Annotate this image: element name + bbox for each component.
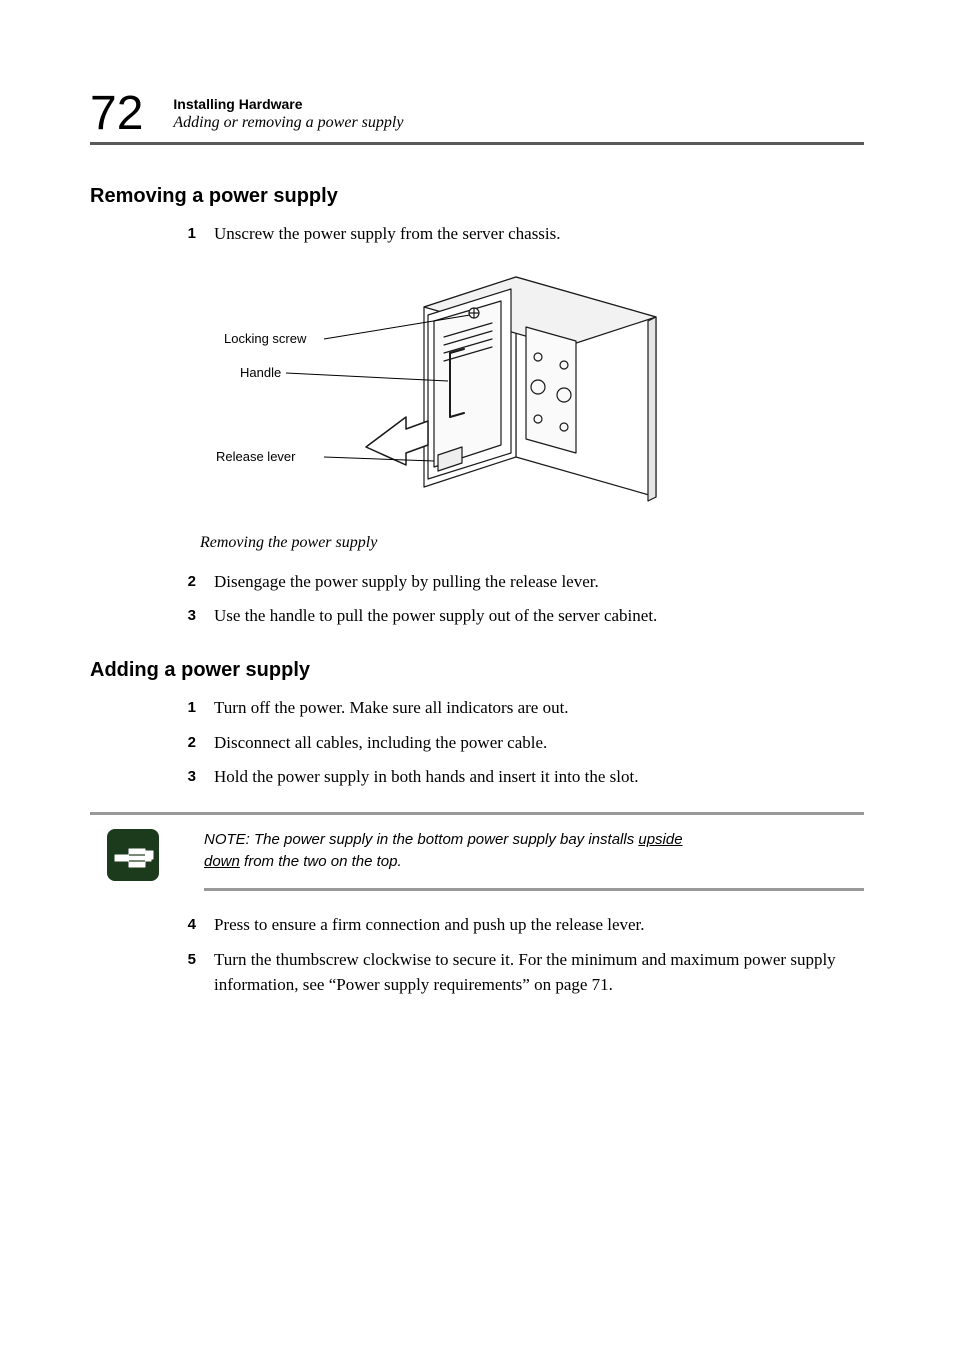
note-ul1: upside: [638, 831, 682, 848]
note-text-wrap: NOTE: The power supply in the bottom pow…: [204, 829, 864, 892]
step-number: 2: [180, 570, 196, 595]
step-text: Unscrew the power supply from the server…: [214, 222, 864, 247]
step-text: Disengage the power supply by pulling th…: [214, 570, 864, 595]
removing-step-2: 2 Disengage the power supply by pulling …: [180, 570, 864, 595]
heading-adding: Adding a power supply: [90, 659, 864, 682]
note-block: NOTE: The power supply in the bottom pow…: [90, 812, 864, 892]
removing-steps-a: 1 Unscrew the power supply from the serv…: [90, 222, 864, 247]
content: Removing a power supply 1 Unscrew the po…: [90, 185, 864, 997]
chapter-title: Installing Hardware: [173, 95, 403, 113]
note-icon-wrap: [98, 823, 168, 883]
adding-step-5: 5 Turn the thumbscrew clockwise to secur…: [180, 948, 864, 997]
adding-step-3: 3 Hold the power supply in both hands an…: [180, 765, 864, 790]
adding-step-2: 2 Disconnect all cables, including the p…: [180, 731, 864, 756]
adding-step-1: 1 Turn off the power. Make sure all indi…: [180, 696, 864, 721]
step-text: Use the handle to pull the power supply …: [214, 604, 864, 629]
page: 72 Installing Hardware Adding or removin…: [0, 0, 954, 1351]
step-text: Turn off the power. Make sure all indica…: [214, 696, 864, 721]
note-prefix: NOTE: The power supply in the bottom pow…: [204, 831, 638, 848]
power-supply-diagram: Locking screw Handle Release lever: [216, 257, 676, 517]
note-pointing-hand-icon: [105, 827, 161, 883]
step-text: Disconnect all cables, including the pow…: [214, 731, 864, 756]
removing-step-1: 1 Unscrew the power supply from the serv…: [180, 222, 864, 247]
note-ul2: down: [204, 853, 240, 870]
adding-step-4: 4 Press to ensure a firm connection and …: [180, 913, 864, 938]
heading-removing: Removing a power supply: [90, 185, 864, 208]
figure-caption: Removing the power supply: [200, 534, 864, 552]
step-number: 3: [180, 765, 196, 790]
removing-steps-b: 2 Disengage the power supply by pulling …: [90, 570, 864, 629]
step-number: 3: [180, 604, 196, 629]
step-text: Turn the thumbscrew clockwise to secure …: [214, 948, 864, 997]
step-text: Press to ensure a firm connection and pu…: [214, 913, 864, 938]
fig-label-handle: Handle: [240, 365, 281, 380]
note-suffix: from the two on the top.: [240, 853, 402, 870]
adding-steps-b: 4 Press to ensure a firm connection and …: [90, 913, 864, 997]
step-number: 1: [180, 222, 196, 247]
removing-step-3: 3 Use the handle to pull the power suppl…: [180, 604, 864, 629]
step-number: 5: [180, 948, 196, 997]
header-titles: Installing Hardware Adding or removing a…: [173, 95, 403, 138]
step-text: Hold the power supply in both hands and …: [214, 765, 864, 790]
page-number: 72: [90, 90, 143, 138]
step-number: 1: [180, 696, 196, 721]
fig-label-locking-screw: Locking screw: [224, 331, 307, 346]
note-text: NOTE: The power supply in the bottom pow…: [204, 829, 864, 873]
step-number: 4: [180, 913, 196, 938]
adding-steps-a: 1 Turn off the power. Make sure all indi…: [90, 696, 864, 790]
step-number: 2: [180, 731, 196, 756]
section-title: Adding or removing a power supply: [173, 113, 403, 134]
fig-label-release-lever: Release lever: [216, 449, 296, 464]
page-header: 72 Installing Hardware Adding or removin…: [90, 90, 864, 145]
figure-removing: Locking screw Handle Release lever: [216, 257, 864, 522]
